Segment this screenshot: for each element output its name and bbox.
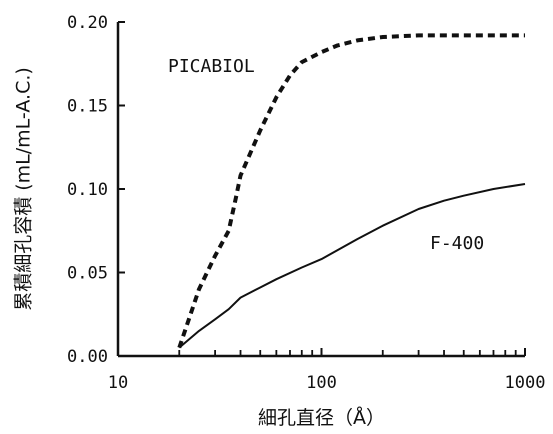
x-tick-label-2: 1000 (505, 373, 546, 393)
x-axis-label: 細孔直径（Å） (258, 406, 385, 429)
series-label-picabiol: PICABIOL (168, 56, 255, 77)
y-tick-label-4: 0.20 (67, 13, 108, 33)
x-tick-label-0: 10 (108, 373, 128, 393)
series-line-picabiol (177, 33, 525, 349)
series-line-f-400 (178, 183, 526, 349)
y-tick-label-2: 0.10 (67, 180, 108, 200)
y-tick-label-3: 0.15 (67, 97, 108, 117)
ticks: 0.00 0.05 0.10 0.15 0.20 10 100 1000 (67, 13, 545, 393)
series (177, 33, 526, 349)
series-label-f400: F-400 (430, 233, 484, 254)
y-tick-label-1: 0.05 (67, 264, 108, 284)
y-axis-label: 累積細孔容積 (mL/mL-A.C.) (13, 67, 35, 311)
x-tick-label-1: 100 (306, 373, 337, 393)
y-tick-label-0: 0.00 (67, 347, 108, 367)
